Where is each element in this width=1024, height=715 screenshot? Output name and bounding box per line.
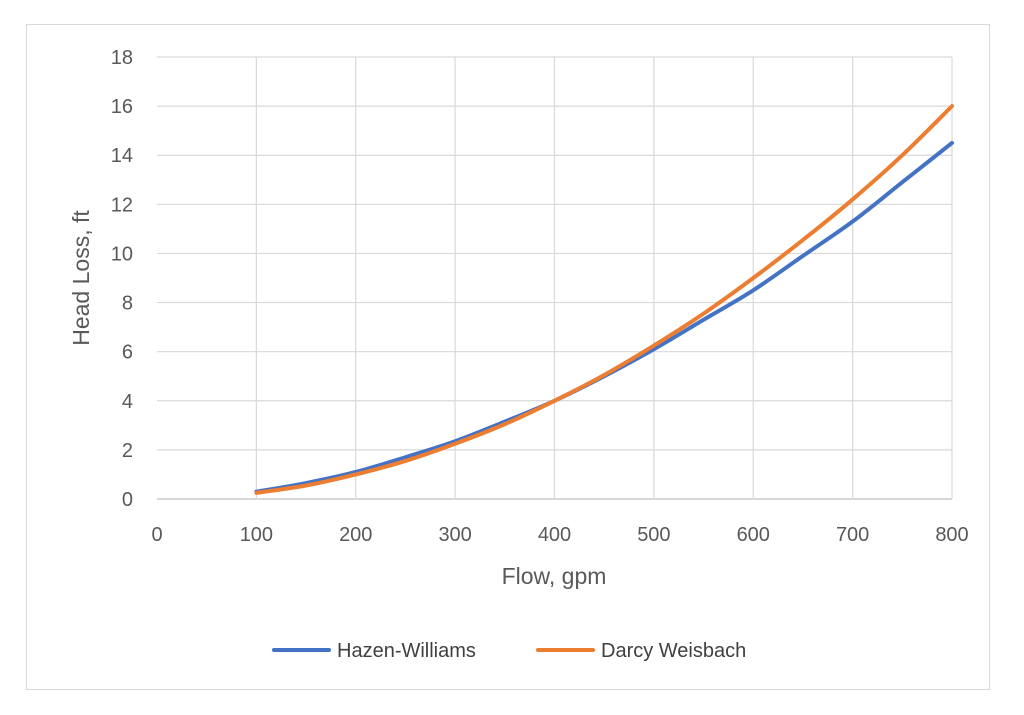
y-tick-label: 16 <box>111 96 133 118</box>
legend: Hazen-Williams Darcy Weisbach <box>272 640 746 662</box>
series-lines <box>254 104 954 495</box>
y-tick-label: 14 <box>111 145 133 167</box>
y-tick-label: 10 <box>111 243 133 265</box>
x-tick-label: 200 <box>339 524 372 546</box>
x-tick-label: 400 <box>538 524 571 546</box>
x-axis-title: Flow, gpm <box>502 563 607 589</box>
x-axis-ticks: 0 100 200 300 400 500 600 700 800 <box>151 524 968 546</box>
y-tick-label: 8 <box>122 293 133 315</box>
y-tick-label: 0 <box>122 489 133 511</box>
x-tick-label: 100 <box>240 524 273 546</box>
x-tick-label: 700 <box>836 524 869 546</box>
x-tick-label: 500 <box>637 524 670 546</box>
legend-label: Hazen-Williams <box>337 640 476 662</box>
series-line-hazen-williams <box>254 140 954 494</box>
x-tick-label: 300 <box>438 524 471 546</box>
y-tick-label: 6 <box>122 342 133 364</box>
x-tick-label: 600 <box>737 524 770 546</box>
y-tick-label: 4 <box>122 391 133 413</box>
legend-label: Darcy Weisbach <box>601 640 746 662</box>
y-tick-label: 12 <box>111 194 133 216</box>
y-axis-ticks: 0 2 4 6 8 10 12 14 16 18 <box>111 47 133 511</box>
y-axis-title: Head Loss, ft <box>68 210 94 346</box>
x-tick-label: 800 <box>935 524 968 546</box>
gridlines <box>157 56 953 500</box>
x-tick-label: 0 <box>151 524 162 546</box>
y-tick-label: 2 <box>122 440 133 462</box>
series-line-darcy-weisbach <box>254 104 954 495</box>
chart-frame <box>26 24 990 690</box>
y-tick-label: 18 <box>111 47 133 69</box>
